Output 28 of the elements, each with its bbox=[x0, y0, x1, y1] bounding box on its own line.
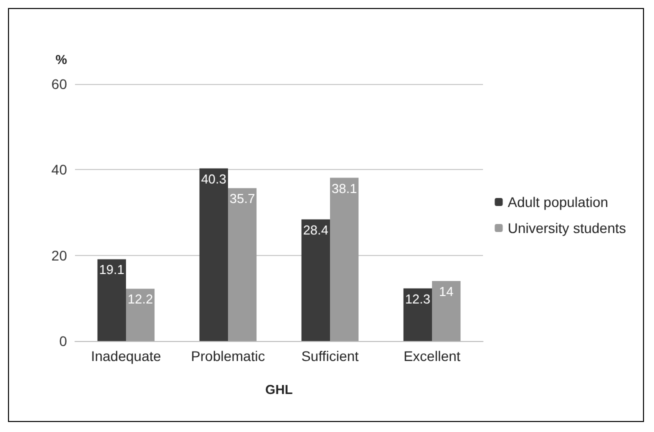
x-tick-label: Excellent bbox=[404, 348, 461, 364]
bar bbox=[403, 288, 432, 341]
y-tick-label: 20 bbox=[51, 247, 68, 264]
y-axis-title: % bbox=[55, 52, 68, 67]
x-tick-label: Inadequate bbox=[90, 348, 162, 364]
data-label: 40.3 bbox=[201, 171, 226, 186]
bar bbox=[228, 188, 257, 341]
bar bbox=[432, 281, 461, 341]
bar bbox=[97, 259, 126, 341]
data-label: 35.7 bbox=[230, 191, 255, 206]
bar bbox=[301, 219, 330, 341]
data-label: 12.3 bbox=[405, 291, 430, 306]
y-tick-label: 40 bbox=[51, 162, 68, 178]
x-axis-title: GHL bbox=[265, 382, 293, 397]
x-tick-label: Problematic bbox=[191, 348, 265, 364]
bar bbox=[126, 288, 155, 341]
data-label: 38.1 bbox=[332, 180, 357, 196]
x-tick-label: Sufficient bbox=[301, 348, 359, 364]
y-tick-label: 60 bbox=[51, 76, 68, 92]
bar bbox=[330, 178, 359, 341]
y-tick-label: 0 bbox=[59, 333, 68, 349]
data-label: 28.4 bbox=[303, 222, 328, 238]
data-label: 19.1 bbox=[99, 262, 124, 278]
data-label: 12.2 bbox=[128, 292, 153, 307]
legend-label: Adult population bbox=[508, 194, 608, 210]
data-label: 14 bbox=[439, 284, 454, 300]
bar bbox=[199, 168, 228, 341]
legend-label: University students bbox=[508, 220, 626, 236]
